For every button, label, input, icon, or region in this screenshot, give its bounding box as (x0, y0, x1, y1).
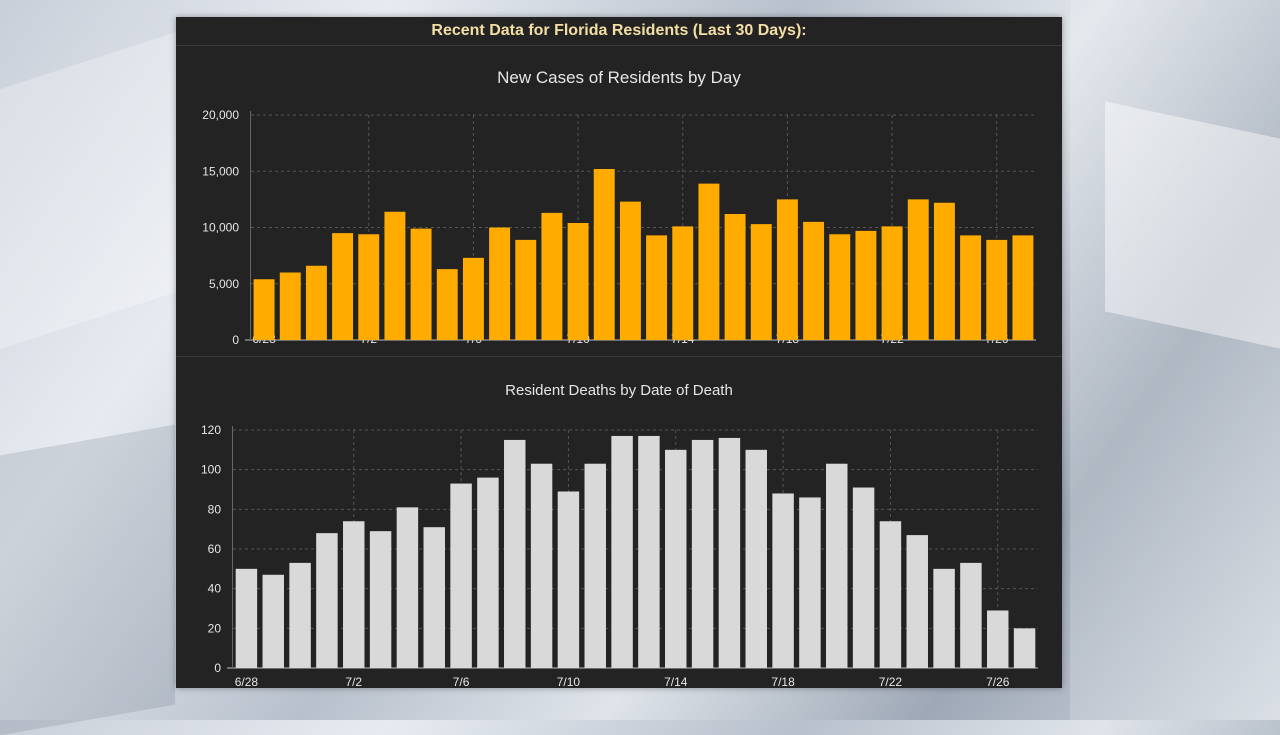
bar-7/7 (477, 477, 499, 668)
bar-7/15 (698, 183, 720, 340)
bar-6/30 (289, 562, 311, 668)
x-tick-label: 7/14 (664, 675, 688, 688)
background-shape (0, 30, 180, 350)
bar-7/14 (672, 226, 694, 340)
bar-7/14 (665, 449, 687, 668)
bar-7/4 (410, 228, 432, 340)
bar-7/5 (423, 527, 445, 668)
bar-7/20 (826, 463, 848, 668)
bar-7/22 (879, 521, 902, 668)
bar-7/19 (803, 221, 825, 340)
y-tick-label: 80 (208, 502, 222, 516)
bar-7/13 (646, 235, 668, 340)
bar-7/12 (611, 435, 633, 668)
bar-7/16 (724, 214, 746, 340)
bar-7/2 (358, 234, 380, 340)
bar-7/21 (855, 230, 877, 340)
bar-7/2 (343, 521, 365, 668)
x-tick-label: 6/28 (235, 675, 259, 688)
resident-deaths-chart: Resident Deaths by Date of Death 0 20 40 60 8… (201, 382, 1038, 688)
bar-7/9 (530, 463, 553, 668)
bar-7/23 (907, 199, 929, 340)
bar-7/9 (541, 212, 563, 340)
bar-7/17 (750, 224, 772, 340)
bar-7/22 (881, 226, 903, 340)
bar-7/4 (396, 507, 419, 668)
bar-7/16 (718, 437, 741, 668)
bar-7/21 (852, 487, 875, 668)
bar-7/5 (436, 269, 458, 340)
bar-7/24 (933, 202, 955, 340)
bar-7/7 (489, 227, 511, 340)
bar-6/29 (279, 272, 301, 340)
chart-title: New Cases of Residents by Day (497, 68, 741, 87)
bar-7/23 (906, 535, 928, 668)
bar-7/6 (450, 483, 472, 668)
bar-7/8 (504, 439, 526, 668)
bar-7/3 (384, 211, 406, 340)
bar-6/28 (253, 279, 275, 340)
chart-title: Resident Deaths by Date of Death (505, 382, 733, 399)
bar-7/1 (332, 233, 354, 340)
bar-7/19 (799, 497, 821, 668)
bar-7/27 (1012, 235, 1034, 340)
bar-7/11 (593, 169, 615, 340)
x-tick-label: 7/6 (453, 675, 470, 688)
y-tick-label: 100 (201, 463, 221, 477)
bar-7/10 (557, 491, 580, 668)
x-tick-label: 7/26 (986, 675, 1010, 688)
bar-7/20 (829, 234, 851, 340)
dashboard-panel: Recent Data for Florida Residents (Last … (176, 17, 1062, 688)
y-tick-label: 10,000 (202, 221, 239, 235)
bar-7/25 (960, 562, 982, 668)
bar-7/18 (776, 199, 798, 340)
x-tick-label: 7/18 (771, 675, 795, 688)
x-tick-label: 7/10 (557, 675, 581, 688)
bar-7/12 (619, 201, 641, 340)
bar-7/26 (987, 610, 1009, 668)
bar-7/18 (772, 493, 794, 668)
bar-7/3 (369, 531, 392, 668)
bar-6/28 (235, 568, 258, 668)
panel-title: Recent Data for Florida Residents (Last … (431, 22, 807, 39)
background-shape (1070, 0, 1280, 720)
y-tick-label: 0 (214, 661, 221, 675)
background-shape (1105, 101, 1280, 349)
chart-divider (176, 356, 1062, 357)
bar-7/10 (567, 223, 589, 340)
y-tick-label: 20 (208, 621, 222, 635)
x-tick-label: 7/2 (345, 675, 362, 688)
bar-7/24 (933, 568, 955, 668)
bar-7/25 (960, 235, 982, 340)
bar-7/11 (584, 463, 606, 668)
new-cases-chart: New Cases of Residents by Day 0 5,000 10,00… (202, 68, 1036, 347)
y-tick-label: 0 (232, 333, 239, 347)
bar-7/26 (986, 239, 1008, 340)
background-shape (0, 424, 175, 735)
y-tick-label: 120 (201, 423, 221, 437)
bar-7/13 (638, 435, 660, 668)
panel-header: Recent Data for Florida Residents (Last … (176, 17, 1062, 46)
bar-6/29 (262, 574, 284, 668)
y-tick-label: 60 (208, 542, 222, 556)
y-tick-label: 20,000 (202, 108, 239, 122)
bar-7/27 (1013, 628, 1036, 668)
bar-7/8 (515, 239, 537, 340)
y-tick-label: 15,000 (202, 164, 239, 178)
bar-7/6 (462, 257, 484, 340)
x-tick-label: 7/22 (879, 675, 903, 688)
y-tick-label: 5,000 (209, 277, 239, 291)
bar-7/1 (316, 533, 338, 668)
y-tick-label: 40 (208, 582, 222, 596)
bar-7/17 (745, 449, 767, 668)
bar-7/15 (691, 439, 714, 668)
bar-6/30 (305, 265, 327, 340)
